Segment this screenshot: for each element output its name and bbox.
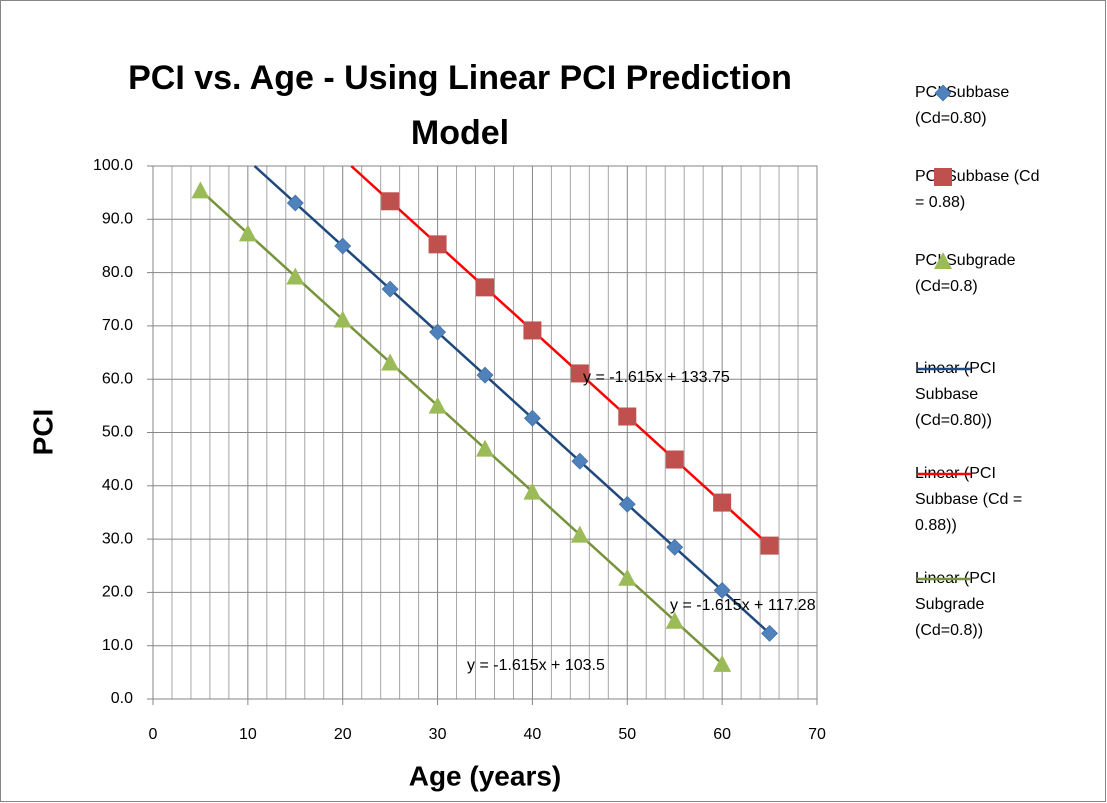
point <box>761 624 778 642</box>
point <box>665 450 684 469</box>
x-tick-label: 30 <box>429 726 447 743</box>
trendline <box>350 165 771 547</box>
point <box>476 439 494 457</box>
x-tick-label: 70 <box>808 726 826 743</box>
legend-icon <box>917 367 971 371</box>
point <box>476 278 494 297</box>
point <box>618 568 637 586</box>
legend-icon <box>917 577 971 581</box>
grid: 0 10 20 30 40 50 60 70 0.0 10.0 20.0 30.0 40.0 50.0 60… <box>93 157 826 743</box>
y-tick-label: 50.0 <box>102 424 133 441</box>
point <box>934 252 952 269</box>
legend-label: Linear (PCI Subbase (Cd = 0.88)) <box>915 465 1023 534</box>
trendline-equation: y = -1.615x + 103.5 <box>467 657 605 674</box>
point <box>428 235 447 254</box>
legend-entry: Linear (PCI Subgrade (Cd=0.8)) <box>915 566 1105 644</box>
point <box>618 495 636 513</box>
point <box>713 581 731 599</box>
point <box>191 181 210 199</box>
point <box>760 536 779 555</box>
point <box>570 525 589 543</box>
point <box>523 321 542 340</box>
y-tick-label: 100.0 <box>93 157 133 174</box>
legend-entry: PCI Subbase (Cd = 0.88) <box>915 164 1105 216</box>
chart-title: PCI vs. Age - Using Linear PCI Predictio… <box>128 59 792 152</box>
y-axis-title: PCI <box>27 409 58 456</box>
point <box>381 192 400 211</box>
y-tick-label: 60.0 <box>102 370 133 387</box>
marks <box>191 165 779 672</box>
point <box>524 409 541 427</box>
point <box>934 168 952 186</box>
trendline-equation: y = -1.615x + 133.75 <box>583 369 730 386</box>
point <box>523 482 542 500</box>
point <box>570 364 589 383</box>
point <box>286 267 305 285</box>
y-tick-label: 10.0 <box>102 637 133 654</box>
point <box>713 493 732 512</box>
point <box>381 280 399 298</box>
x-tick-label: 10 <box>239 726 257 743</box>
legend-icon <box>917 472 971 476</box>
point <box>713 654 732 672</box>
point <box>286 194 304 212</box>
point <box>333 310 352 328</box>
x-tick-label: 60 <box>713 726 731 743</box>
y-tick-label: 90.0 <box>102 211 133 228</box>
point <box>334 237 352 255</box>
trendline-equation: y = -1.615x + 117.28 <box>670 597 816 614</box>
legend-entry: Linear (PCI Subbase (Cd=0.80)) <box>915 356 1105 434</box>
point <box>428 396 447 414</box>
point <box>665 611 684 629</box>
legend-entry: Linear (PCI Subbase (Cd = 0.88)) <box>915 461 1105 539</box>
x-axis-title: Age (years) <box>409 760 562 791</box>
point <box>476 366 494 384</box>
legend-entry: PCI Subgrade (Cd=0.8) <box>915 248 1105 300</box>
y-tick-label: 80.0 <box>102 264 133 281</box>
point <box>934 84 952 102</box>
legend-icon <box>934 84 952 102</box>
point <box>571 452 589 470</box>
y-tick-label: 0.0 <box>111 690 133 707</box>
point <box>618 407 637 426</box>
x-tick-label: 20 <box>334 726 352 743</box>
point <box>238 224 257 242</box>
x-tick-label: 0 <box>149 726 158 743</box>
y-tick-label: 70.0 <box>102 317 133 334</box>
x-tick-label: 50 <box>618 726 636 743</box>
legend-icon <box>934 168 952 186</box>
legend-icon <box>934 252 952 269</box>
legend-entry: PCI Subbase (Cd=0.80) <box>915 80 1105 132</box>
point <box>381 353 400 371</box>
y-tick-label: 40.0 <box>102 477 133 494</box>
y-tick-label: 20.0 <box>102 584 133 601</box>
x-tick-label: 40 <box>524 726 542 743</box>
y-tick-label: 30.0 <box>102 530 133 547</box>
point <box>429 323 446 341</box>
point <box>666 538 684 556</box>
